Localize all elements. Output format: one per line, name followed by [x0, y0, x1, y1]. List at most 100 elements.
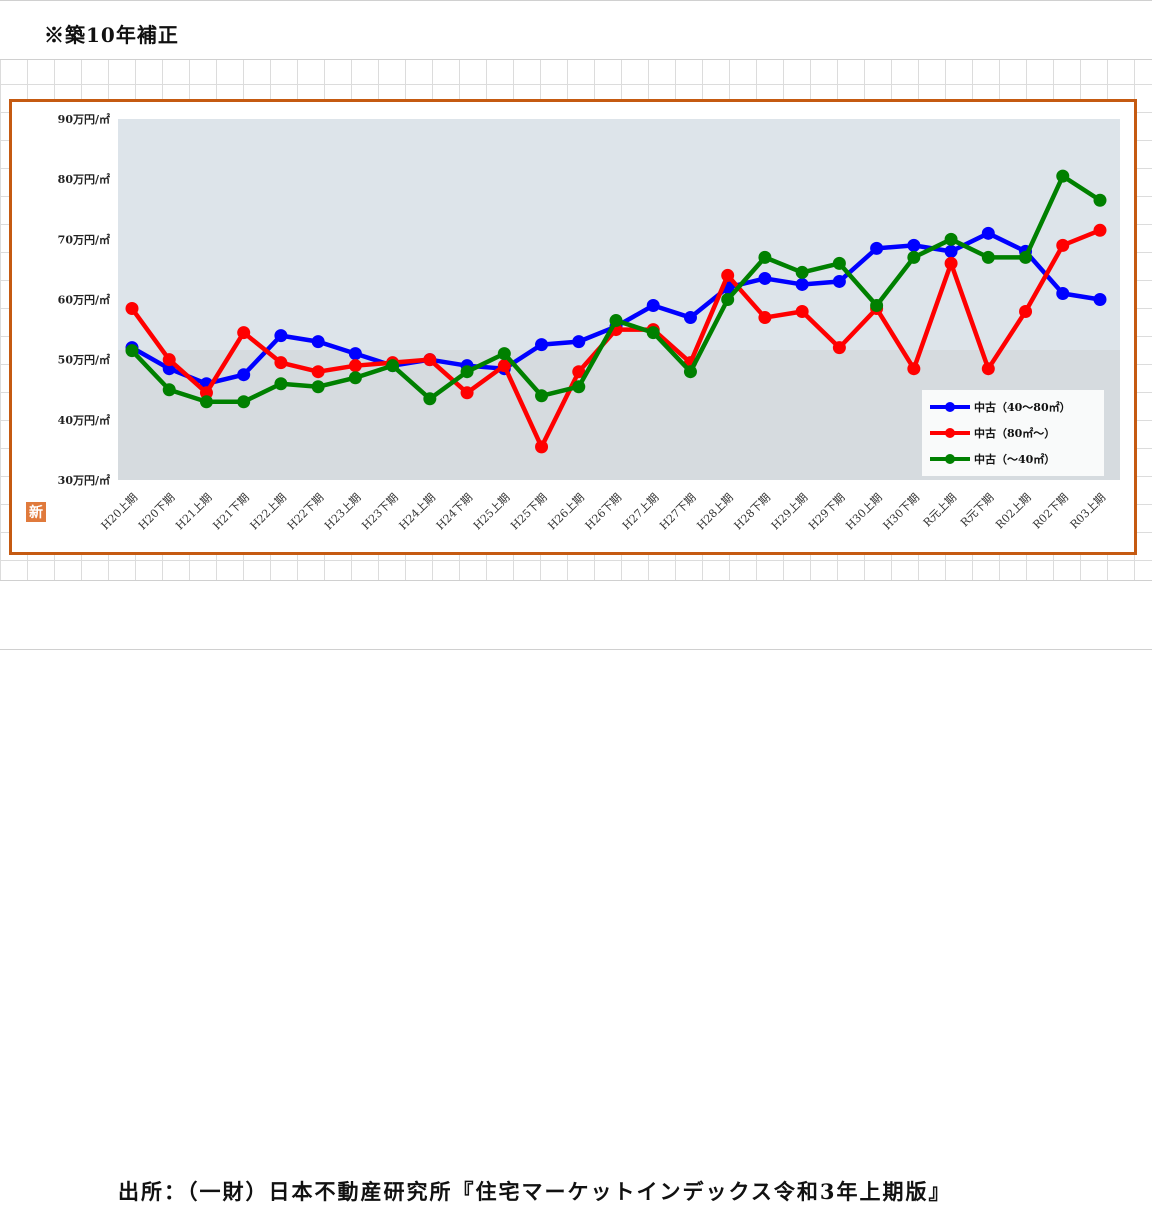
source-citation: 出所：（一財）日本不動産研究所『住宅マーケットインデックス令和3年上期版』	[118, 1179, 952, 1204]
data-point-series-3	[348, 371, 362, 385]
y-tick-label: 30万円/㎡	[58, 473, 110, 487]
data-point-series-3	[944, 232, 958, 246]
x-tick-label: H24上期	[397, 491, 438, 532]
data-point-series-3	[460, 365, 474, 379]
x-tick-label: H29上期	[769, 491, 810, 532]
data-point-series-1	[683, 311, 697, 325]
data-point-series-3	[646, 326, 660, 340]
x-tick-label: R元上期	[921, 491, 959, 529]
data-point-series-2	[162, 353, 176, 367]
data-point-series-2	[423, 353, 437, 367]
data-point-series-2	[1019, 305, 1033, 319]
x-tick-label: H29下期	[806, 491, 847, 532]
data-point-series-3	[386, 359, 400, 373]
data-point-series-2	[1056, 238, 1070, 252]
data-point-series-3	[870, 299, 884, 313]
data-point-series-3	[1019, 250, 1033, 264]
legend-swatch-marker	[945, 454, 955, 464]
x-tick-label: H23下期	[359, 491, 400, 532]
x-tick-label: H30下期	[881, 491, 922, 532]
data-point-series-3	[683, 365, 697, 379]
data-point-series-2	[1093, 223, 1107, 237]
x-tick-label: H21下期	[210, 491, 251, 532]
x-tick-label: H30上期	[843, 491, 884, 532]
data-point-series-3	[199, 395, 213, 409]
data-point-series-3	[907, 250, 921, 264]
x-tick-label: H20上期	[99, 491, 140, 532]
legend-swatch-marker	[945, 402, 955, 412]
data-point-series-3	[237, 395, 251, 409]
x-tick-label: H20下期	[136, 491, 177, 532]
data-point-series-3	[1093, 193, 1107, 207]
data-point-series-3	[535, 389, 549, 403]
y-tick-label: 50万円/㎡	[58, 353, 110, 367]
y-tick-label: 90万円/㎡	[58, 112, 110, 126]
data-point-series-1	[795, 277, 809, 291]
x-tick-label: R03上期	[1068, 491, 1109, 532]
data-point-series-2	[944, 256, 958, 270]
footer-band: 出所：（一財）日本不動産研究所『住宅マーケットインデックス令和3年上期版』	[0, 580, 1152, 1204]
data-point-series-2	[721, 268, 735, 282]
data-point-series-3	[572, 380, 586, 394]
age-adjustment-note: ※築10年補正	[44, 23, 179, 47]
data-point-series-2	[348, 359, 362, 373]
data-point-series-1	[981, 226, 995, 240]
data-point-series-1	[870, 241, 884, 255]
data-point-series-2	[199, 386, 213, 400]
y-tick-label: 80万円/㎡	[58, 172, 110, 186]
x-tick-label: H25上期	[471, 491, 512, 532]
data-point-series-2	[981, 362, 995, 376]
data-point-series-2	[311, 365, 325, 379]
y-tick-label: 40万円/㎡	[58, 413, 110, 427]
data-point-series-3	[311, 380, 325, 394]
x-tick-label: H27上期	[620, 491, 661, 532]
x-tick-label: H22上期	[248, 491, 289, 532]
data-point-series-1	[237, 368, 251, 382]
legend-label: 中古（～40㎡）	[974, 452, 1055, 466]
y-tick-label: 60万円/㎡	[58, 293, 110, 307]
data-point-series-1	[348, 347, 362, 361]
data-point-series-1	[832, 274, 846, 288]
x-tick-label: H24下期	[434, 491, 475, 532]
data-point-series-2	[274, 356, 288, 370]
x-tick-label: H27下期	[657, 491, 698, 532]
data-point-series-3	[1056, 169, 1070, 183]
x-tick-label: R02下期	[1030, 491, 1071, 532]
x-tick-label: H21上期	[173, 491, 214, 532]
data-point-series-2	[572, 365, 586, 379]
data-point-series-1	[758, 271, 772, 285]
data-point-series-2	[907, 362, 921, 376]
data-point-series-1	[274, 329, 288, 343]
data-point-series-1	[1056, 286, 1070, 300]
header-band: ※築10年補正	[0, 0, 1152, 60]
data-point-series-3	[274, 377, 288, 391]
legend-label: 中古（80㎡～）	[974, 426, 1055, 440]
y-tick-label: 70万円/㎡	[58, 232, 110, 246]
data-point-series-3	[497, 347, 511, 361]
x-tick-label: H22下期	[285, 491, 326, 532]
x-tick-label: H28上期	[694, 491, 735, 532]
x-tick-label: H26上期	[545, 491, 586, 532]
data-point-series-1	[1093, 293, 1107, 306]
legend-swatch-marker	[945, 428, 955, 438]
data-point-series-1	[572, 335, 586, 349]
x-tick-label: H23上期	[322, 491, 363, 532]
x-tick-label: H26下期	[583, 491, 624, 532]
x-tick-label: R02上期	[993, 491, 1034, 532]
x-tick-label: H25下期	[508, 491, 549, 532]
data-point-series-3	[758, 250, 772, 264]
data-point-series-3	[423, 392, 437, 406]
data-point-series-2	[758, 311, 772, 325]
data-point-series-2	[832, 341, 846, 355]
data-point-series-2	[497, 359, 511, 373]
data-point-series-3	[721, 293, 735, 306]
chart-frame: 30万円/㎡ 40万円/㎡ 50万円/㎡ 60万円/㎡ 70万円/㎡ 80万円/㎡ 90万円…	[9, 99, 1137, 555]
x-tick-label: R元下期	[958, 491, 996, 529]
data-point-series-1	[944, 244, 958, 258]
data-point-series-2	[795, 305, 809, 319]
x-tick-label: H28下期	[732, 491, 773, 532]
data-point-series-1	[646, 299, 660, 313]
data-point-series-2	[125, 302, 139, 316]
data-point-series-1	[535, 338, 549, 352]
data-point-series-2	[237, 326, 251, 340]
